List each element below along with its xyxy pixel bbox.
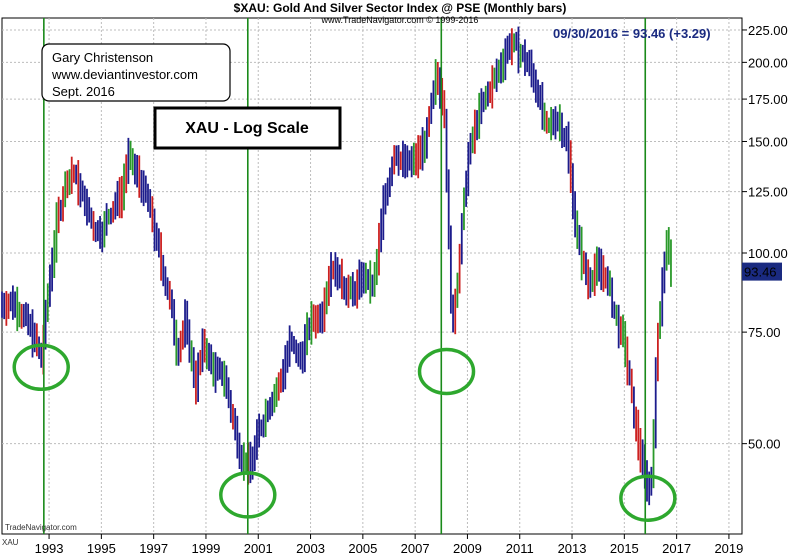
- cycle-low-lines: [43, 18, 647, 534]
- last-value-badge: [742, 262, 782, 281]
- cycle-low-circles: [12, 343, 677, 522]
- scale-label-frame: [153, 106, 342, 150]
- price-bars: [1, 26, 672, 506]
- x-tick-label: 1995: [87, 541, 116, 556]
- x-tick-label: 2015: [610, 541, 639, 556]
- scale-label: XAU - Log Scale: [185, 120, 309, 137]
- cycle-low-circle: [12, 343, 70, 392]
- y-tick-label: 175.00: [748, 92, 788, 107]
- y-tick-label: 75.00: [748, 325, 781, 340]
- author-name: Gary Christenson: [52, 50, 153, 65]
- y-tick-label: 125.00: [748, 185, 788, 200]
- cycle-low-circle: [417, 347, 476, 396]
- scale-label-box: XAU - Log Scale: [153, 106, 342, 150]
- x-tick-label: 1999: [191, 541, 220, 556]
- chart-title: $XAU: Gold And Silver Sector Index @ PSE…: [234, 1, 567, 15]
- source-credit: www.TradeNavigator.com © 1999-2016: [321, 15, 479, 25]
- x-tick-label: 2003: [296, 541, 325, 556]
- y-tick-label: 100.00: [748, 246, 788, 261]
- x-tick-label: 2013: [558, 541, 587, 556]
- x-axis-ticks: 1993 1995 1997 1999 2001 2003 2005 2007 2009 2011…: [35, 534, 743, 556]
- footer-credit: TradeNavigator.com: [5, 523, 77, 532]
- y-tick-label: 225.00: [748, 23, 788, 38]
- y-tick-label: 200.00: [748, 55, 788, 70]
- x-tick-label: 2017: [662, 541, 691, 556]
- x-tick-label: 2007: [401, 541, 430, 556]
- author-box-frame: [41, 43, 231, 102]
- x-tick-label: 2001: [244, 541, 273, 556]
- last-value-label: 93.46: [744, 265, 777, 280]
- cycle-low-circle: [619, 474, 677, 522]
- last-quote: 09/30/2016 = 93.46 (+3.29): [553, 26, 711, 41]
- x-tick-label: 2019: [714, 541, 743, 556]
- x-tick-label: 2009: [453, 541, 482, 556]
- x-tick-label: 2011: [506, 541, 534, 556]
- x-tick-label: 1997: [139, 541, 168, 556]
- x-tick-label: 2005: [348, 541, 377, 556]
- x-tick-label: 1993: [35, 541, 64, 556]
- last-value-marker: 93.46: [742, 262, 782, 281]
- author-website: www.deviantinvestor.com: [51, 67, 198, 82]
- cycle-low-circle: [219, 471, 277, 519]
- y-tick-label: 150.00: [748, 134, 788, 149]
- author-box: Gary Christenson www.deviantinvestor.com…: [41, 43, 231, 102]
- author-date: Sept. 2016: [52, 84, 115, 99]
- y-tick-label: 50.00: [748, 437, 781, 452]
- symbol-label: XAU: [2, 538, 19, 547]
- y-axis-ticks: 50.00 75.00 100.00 125.00 150.00 175.00 200.00…: [742, 23, 788, 452]
